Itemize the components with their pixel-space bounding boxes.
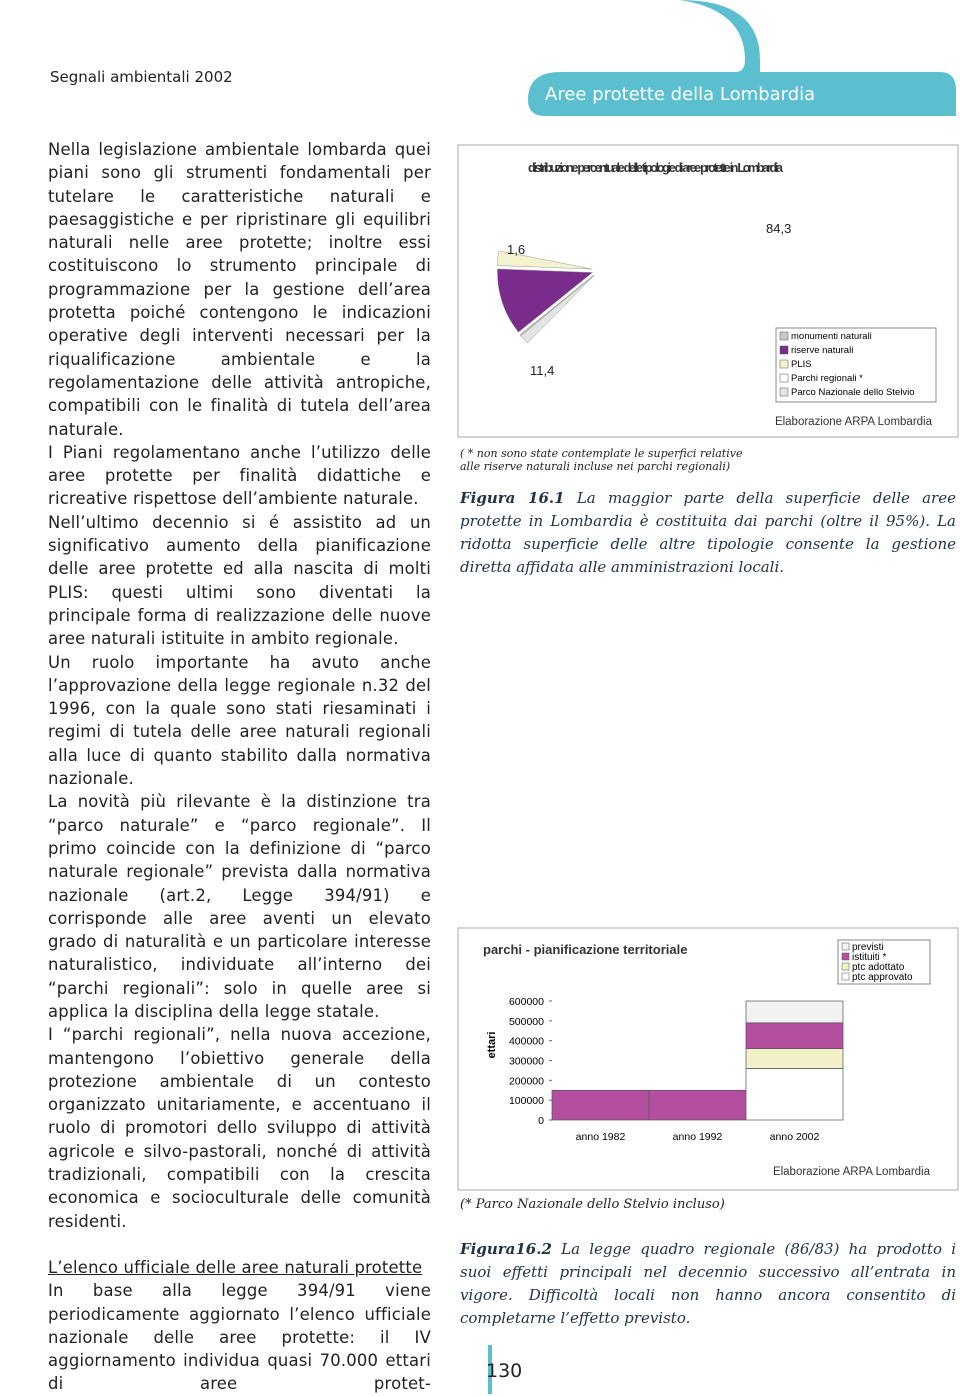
data-label: 11,4: [530, 363, 554, 378]
y-tick-label: 200000: [509, 1075, 544, 1087]
y-tick-label: 300000: [509, 1056, 544, 1068]
figure-note: (* Parco Nazionale dello Stelvio incluso…: [460, 1197, 725, 1212]
figure-label: Figura 16.1: [460, 489, 565, 507]
chart-source: Elaborazione ARPA Lombardia: [773, 1166, 931, 1178]
y-axis-label: ettari: [486, 1032, 498, 1059]
paragraph: Nella legislazione ambientale lombarda q…: [48, 140, 431, 439]
legend-swatch: [779, 373, 789, 383]
figure-caption: Figura16.2 La legge quadro regionale (86…: [460, 1238, 956, 1330]
legend-swatch: [841, 952, 850, 961]
page-number: 130: [486, 1360, 523, 1382]
data-label: 84,3: [766, 221, 791, 236]
header-left: Segnali ambientali 2002: [50, 68, 233, 86]
legend-label: PLIS: [791, 359, 812, 370]
legend-label: istituiti *: [852, 952, 887, 963]
legend-swatch: [779, 331, 789, 341]
bar-segment: [745, 1068, 844, 1121]
y-tick-label: 0: [538, 1115, 544, 1127]
x-tick-label: anno 1992: [673, 1131, 723, 1143]
legend-swatch: [779, 387, 789, 397]
chart-title: distribuzione percentuale delle tipologi…: [528, 161, 784, 175]
pie-slice: [520, 275, 595, 344]
bar-segment: [745, 1048, 844, 1069]
caption-text: La maggior parte della superficie delle …: [460, 489, 956, 576]
legend-label: Parchi regionali *: [791, 373, 863, 384]
pie-slice: [519, 274, 594, 336]
legend-label: Parco Nazionale dello Stelvio: [791, 387, 915, 398]
data-label: 1,6: [507, 242, 525, 257]
x-tick-label: anno 2002: [770, 1131, 820, 1143]
figure-label: Figura16.2: [460, 1240, 552, 1258]
legend-box: [775, 327, 937, 403]
bar-segment: [648, 1089, 747, 1121]
bar-segment: [551, 1089, 650, 1121]
paragraph: Nell’ultimo decennio si é assistito ad u…: [48, 512, 431, 649]
pie-slice: [514, 172, 703, 363]
bar-segment: [745, 1000, 844, 1024]
y-tick-label: 400000: [509, 1036, 544, 1048]
chart-source: Elaborazione ARPA Lombardia: [775, 416, 933, 428]
caption-text: La legge quadro regionale (86/83) ha pro…: [460, 1240, 956, 1327]
pie-slice: [497, 268, 594, 333]
section-heading: L’elenco ufficiale delle aree naturali p…: [48, 1257, 423, 1277]
header-tab: [528, 0, 956, 116]
header-right: Aree protette della Lombardia: [545, 84, 816, 105]
y-tick-label: 100000: [509, 1095, 544, 1107]
legend-label: monumenti naturali: [791, 331, 872, 342]
paragraph: La novità più rilevante è la distinzione…: [48, 792, 431, 1021]
paragraph: In base alla legge 394/91 viene periodic…: [48, 1281, 431, 1394]
legend-label: ptc adottato: [852, 962, 905, 973]
bar-segment: [745, 1022, 844, 1049]
pie-slice: [496, 250, 593, 270]
paragraph: Un ruolo importante ha avuto anche l’app…: [48, 652, 431, 789]
legend-swatch: [841, 942, 850, 951]
legend-label: riserve naturali: [791, 345, 853, 356]
legend-label: ptc approvato: [852, 972, 913, 983]
paragraph: I Piani regolamentano anche l’utilizzo d…: [48, 442, 431, 509]
paragraph: I “parchi regionali”, nella nuova accezi…: [48, 1025, 431, 1231]
chart-title: parchi - pianificazione territoriale: [483, 942, 687, 957]
legend-box: [837, 939, 931, 985]
figure-note: ( * non sono state contemplate le superf…: [460, 447, 743, 473]
legend-swatch: [841, 962, 850, 971]
legend-swatch: [779, 345, 789, 355]
figure-caption: Figura 16.1 La maggior parte della super…: [460, 487, 956, 579]
x-tick-label: anno 1982: [576, 1131, 626, 1143]
body-text: Nella legislazione ambientale lombarda q…: [48, 138, 431, 1396]
legend-label: previsti: [852, 942, 884, 953]
legend-swatch: [779, 359, 789, 369]
legend-swatch: [841, 972, 850, 981]
y-tick-label: 500000: [509, 1016, 544, 1028]
y-tick-label: 600000: [509, 996, 544, 1008]
